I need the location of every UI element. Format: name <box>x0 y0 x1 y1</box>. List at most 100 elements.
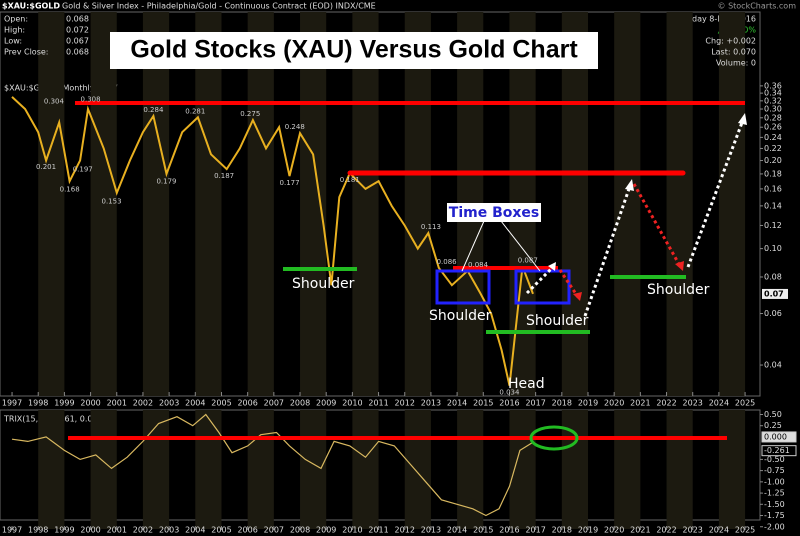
x-tick-label: 2006 <box>237 399 257 408</box>
x-tick-label: 2022 <box>656 399 676 408</box>
x-tick-label: 2019 <box>578 526 598 535</box>
year-stripe <box>457 410 484 529</box>
year-stripe <box>404 12 431 396</box>
last-box <box>761 445 797 457</box>
year-stripe <box>300 410 327 529</box>
x-tick-label: 1998 <box>28 526 48 535</box>
y-tick-label: 0.04 <box>764 361 782 370</box>
x-tick-label: 2009 <box>316 399 336 408</box>
shoulder-label: Shoulder <box>429 308 492 324</box>
y-tick-label: 0.26 <box>764 123 782 132</box>
y-tick-label: 0.36 <box>764 81 782 90</box>
arrowhead <box>625 179 634 191</box>
arrow <box>632 183 682 267</box>
x-tick-label: 2001 <box>107 399 127 408</box>
x-tick-label: 2011 <box>368 399 388 408</box>
arrowhead <box>738 113 747 125</box>
y-tick-label: 0.24 <box>764 133 782 142</box>
x-tick-label: 2004 <box>185 526 205 535</box>
point-label: 0.113 <box>421 223 441 231</box>
year-stripe <box>352 12 379 396</box>
field-value: 0.072 <box>66 26 89 35</box>
x-tick-label: 2005 <box>211 526 231 535</box>
year-stripe <box>195 12 222 396</box>
field-label: Prev Close: <box>4 48 48 57</box>
field-value: 0.068 <box>66 15 89 24</box>
x-tick-label: 2002 <box>133 526 153 535</box>
y-tick-label: -1.75 <box>764 511 785 520</box>
x-tick-label: 2005 <box>211 399 231 408</box>
point-label: 0.086 <box>437 258 458 266</box>
arrowhead <box>548 262 556 271</box>
x-tick-label: 2010 <box>342 526 362 535</box>
head-label: Head <box>508 376 545 392</box>
x-tick-label: 2008 <box>290 399 310 408</box>
x-tick-label: 2014 <box>447 526 467 535</box>
symbol: $XAU:$GOLD <box>2 2 60 11</box>
point-label: 0.281 <box>185 107 205 115</box>
x-tick-label: 2021 <box>630 526 650 535</box>
point-label: 0.308 <box>81 96 101 104</box>
y-tick-label: -1.00 <box>764 477 785 486</box>
year-stripe <box>90 410 117 529</box>
x-tick-label: 2013 <box>421 526 441 535</box>
x-tick-label: 2023 <box>683 526 703 535</box>
point-label: 0.187 <box>214 172 234 180</box>
x-tick-label: 2003 <box>159 399 179 408</box>
field-label: High: <box>4 26 25 35</box>
year-stripe <box>90 12 117 396</box>
arrowhead <box>675 261 684 271</box>
x-tick-label: 2015 <box>473 526 493 535</box>
x-tick-label: 2006 <box>237 526 257 535</box>
arrow <box>525 264 556 295</box>
year-stripe <box>509 410 536 529</box>
y-tick-label: -1.50 <box>764 500 785 509</box>
x-tick-label: 2010 <box>342 399 362 408</box>
label-box <box>447 203 541 222</box>
year-stripe <box>614 12 641 396</box>
year-stripe <box>142 410 170 529</box>
x-tick-label: 2020 <box>604 399 624 408</box>
description: Gold & Silver Index - Philadelphia/Gold … <box>62 2 376 11</box>
highlight <box>529 425 579 451</box>
time-box <box>514 269 571 305</box>
field-label: Low: <box>4 37 22 46</box>
y-tick-label: 0.12 <box>764 221 782 230</box>
y-tick-label: -1.25 <box>764 489 785 498</box>
time-boxes-label: Time Boxes <box>449 205 539 221</box>
field: Volume: 0 <box>716 59 756 68</box>
x-tick-label: 2025 <box>735 399 755 408</box>
title-box <box>110 32 598 69</box>
point-label: 0.168 <box>60 186 80 194</box>
y-tick-label: 0.10 <box>764 244 782 253</box>
year-stripe <box>561 12 588 396</box>
y-tick-label: 0.22 <box>764 144 782 153</box>
y-tick-label: 0.34 <box>764 89 782 98</box>
x-tick-label: 2019 <box>578 399 598 408</box>
x-tick-label: 2002 <box>133 399 153 408</box>
year-stripe <box>666 12 693 396</box>
y-tick-label: 0.28 <box>764 113 782 122</box>
x-tick-label: 2008 <box>290 526 310 535</box>
y-tick-label: 0.18 <box>764 169 782 178</box>
x-tick-label: 2012 <box>395 526 415 535</box>
x-tick-label: 2004 <box>185 399 205 408</box>
arrows <box>525 119 745 317</box>
y-tick-label: 0.20 <box>764 156 782 165</box>
x-tick-label: 2024 <box>709 526 729 535</box>
x-tick-label: 1997 <box>2 526 22 535</box>
y-tick-label: -0.50 <box>764 455 785 464</box>
year-stripe <box>247 410 274 529</box>
point-label: 0.197 <box>73 165 93 173</box>
year-stripe <box>142 12 170 396</box>
arrowhead <box>573 292 582 301</box>
credit: © StockCharts.com <box>718 2 797 11</box>
shoulder-label: Shoulder <box>526 313 589 329</box>
x-tick-label: 2017 <box>525 526 545 535</box>
x-tick-label: 2021 <box>630 399 650 408</box>
x-tick-label: 2016 <box>499 399 519 408</box>
year-stripe <box>718 410 746 529</box>
price-frame <box>0 11 761 397</box>
pointer <box>500 220 541 272</box>
